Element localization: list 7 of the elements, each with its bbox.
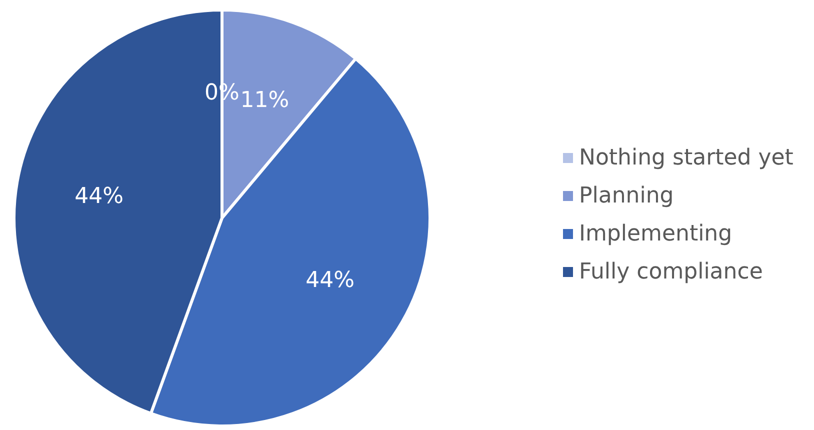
legend-label: Implementing [579, 222, 732, 246]
legend-label: Nothing started yet [579, 146, 794, 170]
data-label: 44% [306, 268, 355, 293]
legend-label: Fully compliance [579, 260, 763, 284]
legend-label: Planning [579, 184, 674, 208]
data-label: 11% [240, 88, 290, 114]
data-label: 44% [74, 184, 124, 209]
